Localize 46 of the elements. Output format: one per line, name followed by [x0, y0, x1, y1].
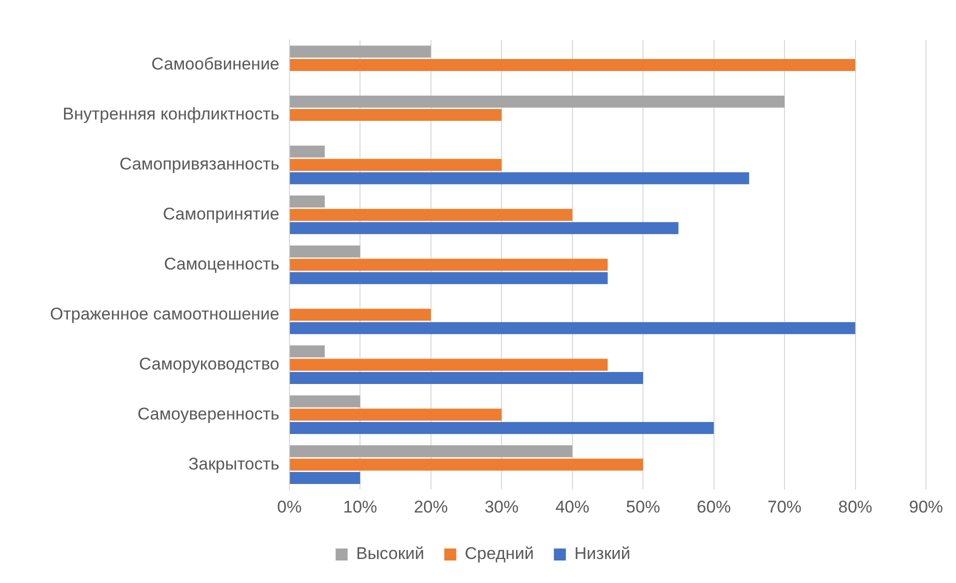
y-tick-label: Закрытость — [188, 454, 280, 474]
bar — [290, 472, 360, 484]
x-tick-label: 0% — [277, 497, 302, 516]
y-tick-label: Отраженное самоотношение — [50, 304, 280, 324]
x-tick-label: 80% — [838, 497, 872, 516]
bar — [290, 58, 856, 71]
x-tick-label: 10% — [343, 497, 378, 516]
y-tick-label: Саморуководство — [139, 354, 280, 374]
x-tick-label: 30% — [484, 497, 519, 516]
bar — [290, 196, 325, 208]
bar — [290, 272, 608, 284]
x-tick-label: 50% — [626, 497, 660, 516]
legend-label: Высокий — [356, 544, 424, 564]
y-tick-label: Самоуверенность — [137, 404, 280, 424]
bar — [290, 172, 750, 184]
legend-label: Средний — [464, 544, 534, 564]
y-tick-label: Самообвинение — [151, 54, 280, 74]
x-tick-label: 40% — [555, 497, 590, 516]
legend-label: Низкий — [574, 544, 630, 564]
bar — [290, 358, 608, 371]
x-tick-label: 90% — [908, 497, 944, 516]
bar — [290, 108, 502, 121]
bar — [290, 158, 502, 171]
x-tick-label: 70% — [768, 497, 802, 516]
bar — [290, 308, 431, 321]
bar — [290, 146, 325, 158]
bar — [290, 46, 431, 58]
bar — [290, 345, 325, 358]
bar — [290, 408, 502, 421]
y-tick-label: Самопривязанность — [120, 154, 280, 174]
x-tick-label: 20% — [414, 497, 448, 516]
bar — [290, 322, 856, 334]
y-tick-label: Самоценность — [164, 254, 280, 274]
bar — [290, 245, 360, 258]
bar — [290, 222, 678, 234]
bar — [290, 395, 360, 408]
bar — [290, 422, 714, 434]
x-tick-label: 60% — [696, 497, 731, 516]
y-tick-label: Самопринятие — [162, 204, 280, 224]
bar — [290, 458, 644, 471]
bar — [290, 258, 608, 271]
bar — [290, 372, 644, 384]
bar — [290, 445, 572, 458]
bar — [290, 208, 572, 221]
y-tick-label: Внутренняя конфликтность — [62, 104, 280, 124]
bar — [290, 96, 785, 108]
